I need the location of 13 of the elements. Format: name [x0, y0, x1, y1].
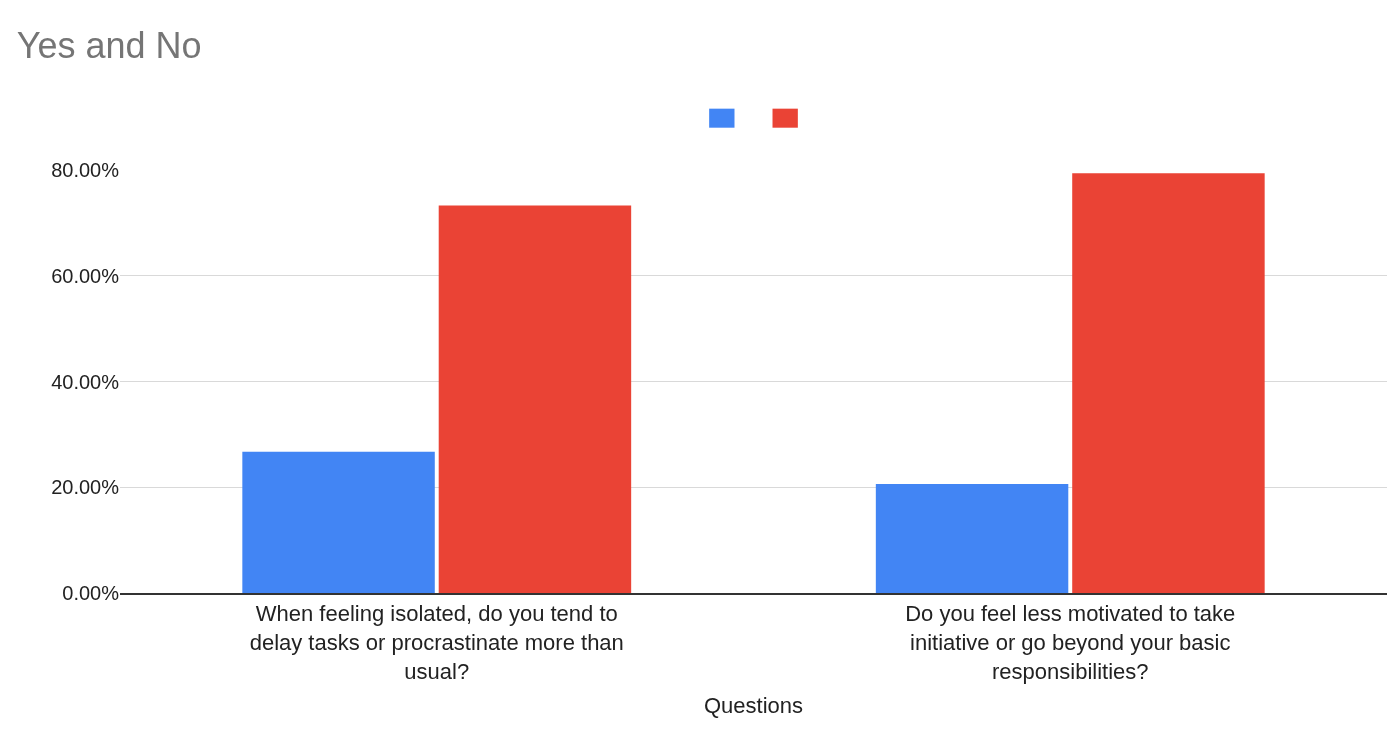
y-tick-label: 40.00% [51, 370, 120, 393]
x-tick-label: Do you feel less motivated to take initiative or go beyond your basic responsibilities? [905, 601, 1236, 684]
y-tick-label: 80.00% [51, 159, 120, 181]
y-tick-label: 20.00% [51, 476, 120, 499]
bar [438, 205, 632, 593]
y-tick-label: 60.00% [51, 264, 120, 287]
chart-title: Yes and No [16, 25, 202, 67]
x-axis-title: Questions [703, 693, 804, 718]
bar [875, 484, 1069, 593]
x-tick-label: When feeling isolated, do you tend to delay tasks or procrastinate more than usual? [249, 601, 624, 684]
y-tick-label: 0.00% [62, 582, 120, 604]
bar [242, 451, 435, 593]
bar [1072, 173, 1265, 593]
